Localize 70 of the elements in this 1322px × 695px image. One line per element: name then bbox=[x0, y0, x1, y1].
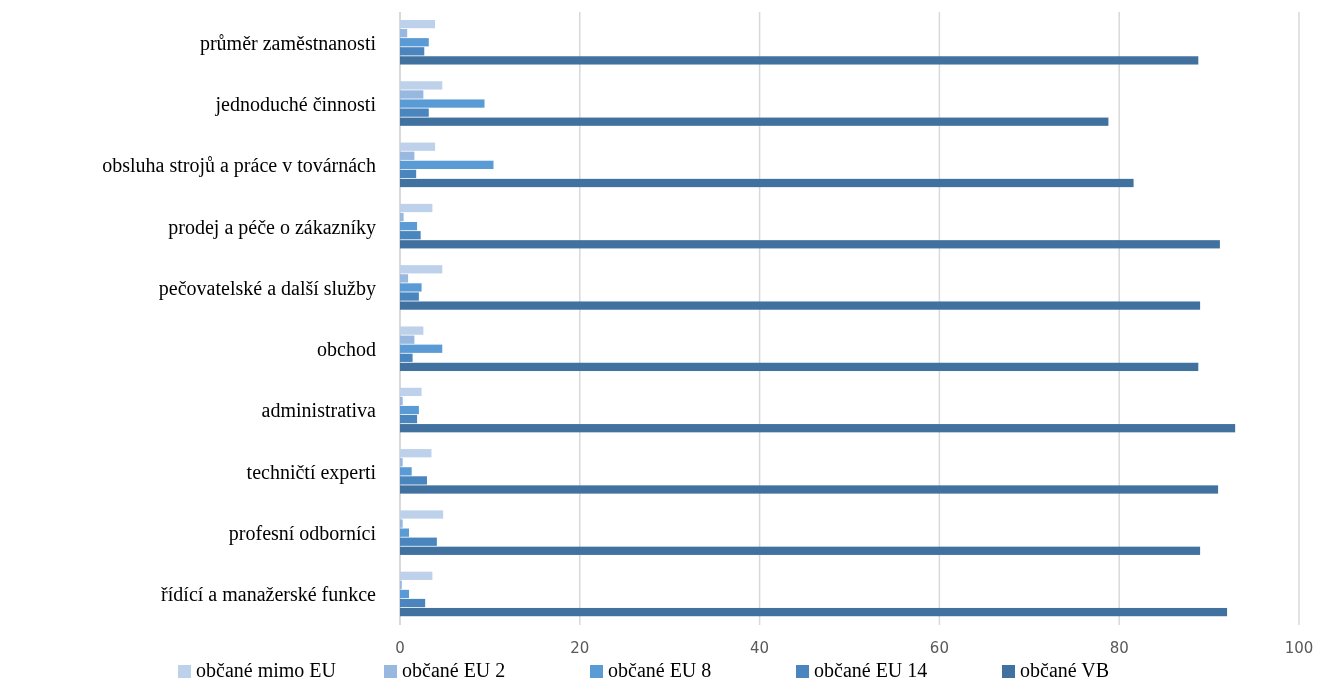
bar bbox=[400, 467, 412, 476]
legend-label: občané EU 2 bbox=[402, 659, 506, 681]
bar bbox=[400, 353, 413, 362]
bar bbox=[400, 387, 422, 397]
bar bbox=[400, 546, 1201, 555]
bar bbox=[400, 528, 409, 537]
x-tick-label: 20 bbox=[570, 639, 590, 657]
legend-label: občané EU 14 bbox=[814, 659, 928, 681]
legend-label: občané mimo EU bbox=[196, 659, 337, 681]
bar bbox=[400, 607, 1228, 617]
x-tick-label: 0 bbox=[395, 639, 405, 657]
bar bbox=[400, 151, 415, 160]
bar bbox=[400, 458, 403, 467]
bar bbox=[400, 90, 424, 99]
bar bbox=[400, 344, 443, 353]
bar bbox=[400, 47, 425, 56]
bar bbox=[400, 240, 1220, 249]
bar bbox=[400, 449, 432, 458]
bar bbox=[400, 424, 1236, 433]
legend-label: občané EU 8 bbox=[608, 659, 712, 681]
y-tick-label: prodej a péče o zákazníky bbox=[168, 215, 376, 239]
bar bbox=[400, 598, 426, 608]
bar bbox=[400, 160, 494, 169]
bar bbox=[400, 485, 1219, 494]
y-tick-label: řídící a manažerské funkce bbox=[161, 583, 377, 606]
bar bbox=[400, 178, 1134, 188]
x-tick-label: 40 bbox=[750, 639, 770, 657]
bar bbox=[400, 169, 417, 179]
bar bbox=[400, 326, 424, 335]
bar bbox=[400, 537, 437, 546]
bar bbox=[400, 414, 418, 424]
bar bbox=[400, 335, 415, 344]
x-tick-label: 80 bbox=[1109, 639, 1129, 657]
y-tick-label: obsluha strojů a práce v továrnách bbox=[102, 154, 376, 178]
bar bbox=[400, 510, 444, 519]
bar bbox=[400, 283, 422, 292]
x-tick-label: 100 bbox=[1284, 639, 1314, 657]
y-tick-label: administrativa bbox=[261, 399, 377, 422]
bar bbox=[400, 142, 436, 151]
y-tick-label: profesní odborníci bbox=[228, 522, 377, 546]
legend-label: občané VB bbox=[1020, 659, 1110, 681]
y-tick-label: techničtí experti bbox=[246, 460, 377, 484]
bar bbox=[400, 589, 409, 599]
bar bbox=[400, 396, 403, 406]
bar bbox=[400, 231, 421, 240]
bar bbox=[400, 212, 404, 222]
bar bbox=[400, 292, 419, 301]
bar bbox=[400, 265, 443, 274]
bar bbox=[400, 476, 427, 485]
bar bbox=[400, 222, 418, 231]
bar bbox=[400, 29, 408, 38]
bar bbox=[400, 405, 419, 415]
bar bbox=[400, 19, 436, 29]
bar bbox=[400, 301, 1201, 310]
bar bbox=[400, 519, 403, 528]
bar bbox=[400, 362, 1199, 372]
bar bbox=[400, 571, 433, 580]
y-tick-label: pečovatelské a další služby bbox=[158, 276, 376, 300]
bar bbox=[400, 99, 485, 108]
bar bbox=[400, 117, 1109, 126]
bar bbox=[400, 81, 443, 90]
y-tick-label: průměr zaměstnanosti bbox=[199, 31, 377, 55]
bar bbox=[400, 38, 429, 47]
x-tick-label: 60 bbox=[929, 639, 949, 657]
y-tick-label: jednoduché činnosti bbox=[214, 92, 377, 116]
bar bbox=[400, 203, 433, 213]
y-tick-label: obchod bbox=[317, 338, 376, 361]
bar bbox=[400, 56, 1199, 65]
bar bbox=[400, 108, 429, 117]
bar bbox=[400, 274, 409, 283]
